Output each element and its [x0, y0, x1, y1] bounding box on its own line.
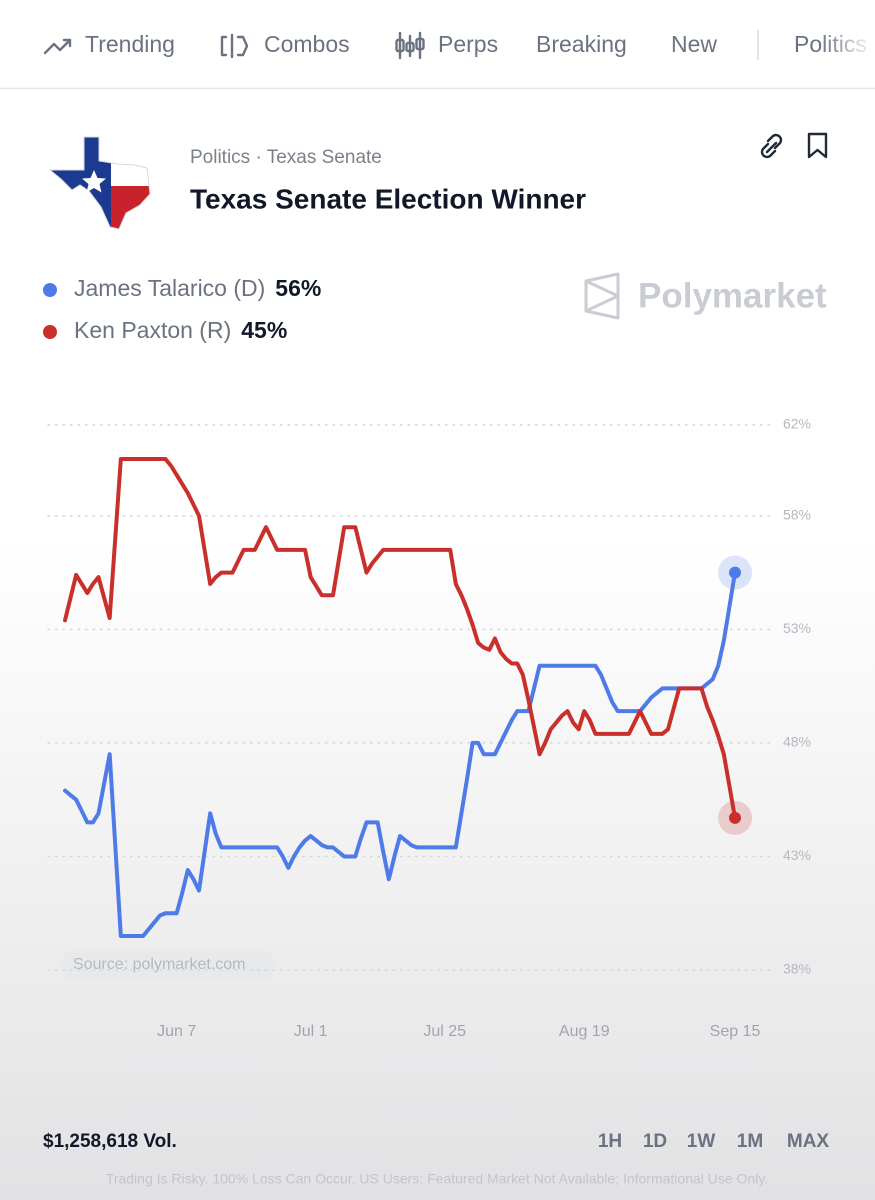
nav-tab[interactable]: Perps: [438, 31, 498, 57]
x-tick-label: Aug 19: [559, 1023, 610, 1040]
texas-outline: [48, 136, 151, 230]
combos-icon: [220, 33, 249, 59]
watermark: Polymarket: [638, 276, 827, 315]
range-button[interactable]: 1W: [687, 1131, 716, 1152]
range-button[interactable]: 1D: [643, 1131, 667, 1152]
y-tick-label: 62%: [783, 416, 811, 432]
legend-dot: [43, 283, 57, 297]
bookmark-button[interactable]: [807, 132, 828, 159]
x-tick-label: Jul 25: [423, 1023, 466, 1040]
source: Source: polymarket.com: [73, 956, 246, 973]
x-tick-label: Sep 15: [710, 1023, 761, 1040]
range-buttons: 1H 1D 1W 1M MAX: [598, 1131, 830, 1152]
x-tick-label: Jul 1: [294, 1023, 328, 1040]
range-button[interactable]: 1H: [598, 1131, 622, 1152]
nav-icons: [43, 31, 425, 60]
x-tick-label: Jun 7: [157, 1023, 196, 1040]
perps-candle: [405, 41, 415, 53]
legend-name: James Talarico (D): [74, 275, 265, 301]
series-line: [63, 457, 737, 820]
range-button[interactable]: MAX: [787, 1131, 830, 1152]
perps-icon: [398, 31, 422, 60]
legend-value: 56%: [275, 275, 321, 301]
nav-tab[interactable]: Breaking: [536, 31, 627, 57]
disclaimer: Trading Is Risky. 100% Loss Can Occur. U…: [106, 1171, 768, 1187]
nav-tab[interactable]: New: [671, 31, 717, 57]
nav-tab[interactable]: Combos: [264, 31, 350, 57]
watermark-icon: [584, 272, 620, 320]
breadcrumb: Politics · Texas Senate: [190, 147, 382, 168]
perps-candle: [395, 38, 405, 53]
range-button[interactable]: 1M: [737, 1131, 763, 1152]
volume: $1,258,618 Vol.: [43, 1131, 177, 1152]
end-dot: [729, 566, 741, 579]
nav-fade: [820, 20, 875, 70]
nav-tab[interactable]: Trending: [85, 31, 175, 57]
legend-name: Ken Paxton (R): [74, 317, 231, 343]
series-line: [63, 570, 737, 938]
source-pill: [61, 949, 275, 980]
end-dot: [729, 811, 741, 824]
y-tick-label: 53%: [783, 620, 811, 636]
y-tick-label: 48%: [783, 734, 811, 750]
market-title: Texas Senate Election Winner: [190, 183, 586, 214]
flag-star: [82, 170, 106, 193]
y-tick-label: 38%: [783, 961, 811, 977]
watermark-logo: [584, 272, 620, 320]
y-tick-label: 43%: [783, 847, 811, 863]
perps-candle: [415, 37, 425, 51]
link-button[interactable]: [760, 133, 783, 159]
y-tick-label: 58%: [783, 507, 811, 523]
legend-dot: [43, 325, 57, 339]
nav-bar: [0, 0, 875, 88]
trending-icon: [43, 38, 72, 55]
legend-value: 45%: [241, 317, 287, 343]
header-actions[interactable]: [760, 132, 828, 159]
